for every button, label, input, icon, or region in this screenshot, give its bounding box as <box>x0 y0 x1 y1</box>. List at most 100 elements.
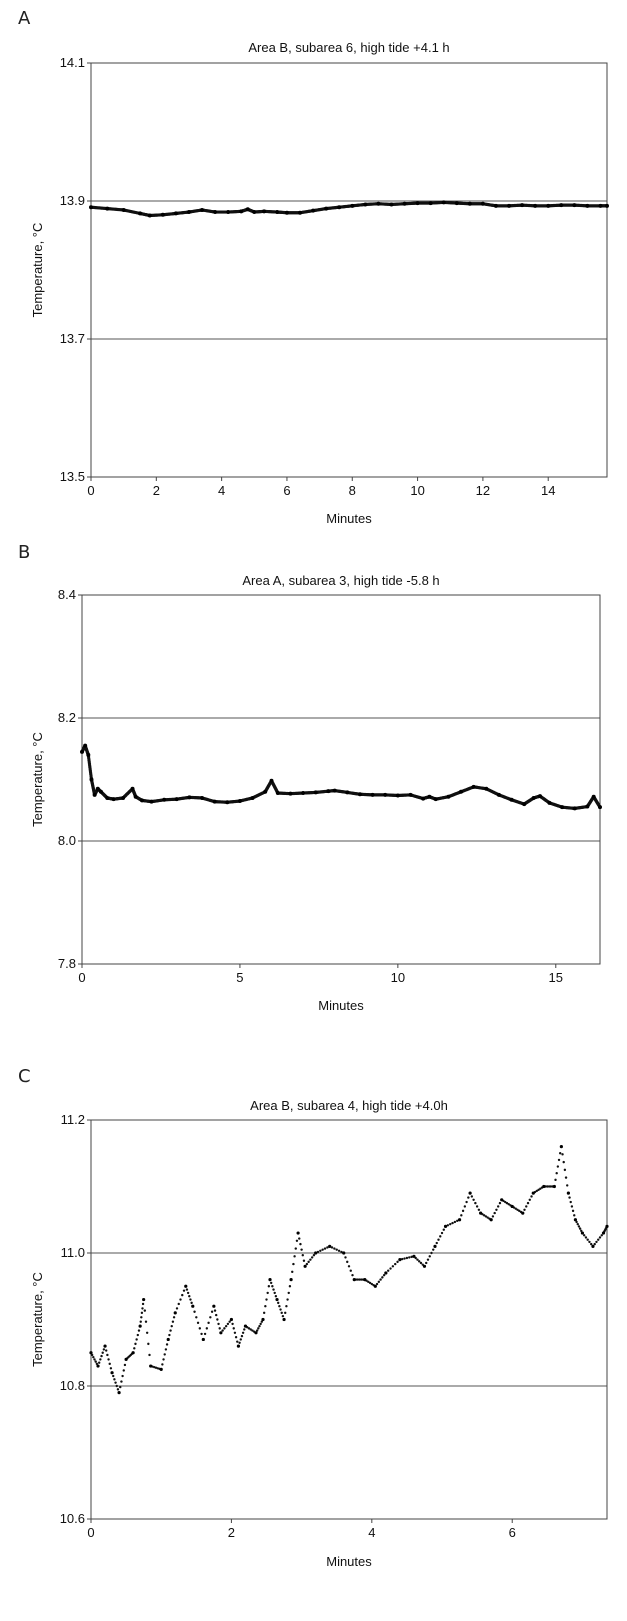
data-point <box>542 1184 546 1189</box>
trace-dot <box>162 1358 165 1361</box>
trace-dot <box>94 1360 97 1363</box>
data-point <box>149 799 154 804</box>
trace-dot <box>278 1305 281 1308</box>
trace-dot <box>108 1362 111 1366</box>
trace-dot <box>236 1340 239 1343</box>
data-point <box>162 797 167 802</box>
trace-dot <box>561 1153 564 1156</box>
data-point <box>117 1391 121 1395</box>
data-point <box>140 798 145 803</box>
data-point <box>566 1191 570 1195</box>
data-point <box>160 212 165 217</box>
trace-dot <box>495 1208 498 1211</box>
y-tick-label: 10.8 <box>60 1378 85 1393</box>
data-point <box>468 1191 472 1195</box>
trace-dot <box>368 1281 372 1285</box>
trace-dot <box>505 1201 509 1205</box>
plot-frame <box>81 594 601 965</box>
trace-dot <box>300 1248 303 1251</box>
data-point <box>245 207 250 212</box>
trace-dot <box>410 1255 413 1259</box>
data-point <box>415 201 420 206</box>
data-point <box>226 210 231 215</box>
data-point <box>598 203 603 208</box>
trace-dot <box>518 1209 521 1213</box>
trace-dot <box>484 1215 488 1218</box>
data-point <box>345 790 350 795</box>
trace-dot <box>294 1247 297 1250</box>
trace-dot <box>106 1353 109 1357</box>
trace-dot <box>164 1348 168 1351</box>
trace-dot <box>330 1246 334 1249</box>
data-point <box>130 786 135 791</box>
plot-frame <box>90 62 608 478</box>
data-point <box>311 208 316 213</box>
data-point <box>184 1284 188 1288</box>
trace-dot <box>595 1240 598 1244</box>
data-point <box>433 797 438 802</box>
data-point <box>601 1231 606 1235</box>
trace-dot <box>168 1333 171 1337</box>
data-point <box>500 1198 504 1202</box>
trace-dot <box>305 1262 309 1266</box>
trace-dot <box>186 1291 190 1295</box>
y-tick-label: 11.0 <box>61 1245 85 1260</box>
trace-dot <box>172 1316 176 1319</box>
data-point <box>454 201 459 206</box>
trace-dot <box>196 1321 200 1325</box>
trace-dot <box>232 1327 235 1330</box>
data-point <box>591 1244 595 1248</box>
data-point <box>121 795 126 800</box>
data-point <box>236 1344 241 1348</box>
trace-dot <box>309 1258 312 1261</box>
trace-dot <box>428 1255 431 1258</box>
trace-dot <box>367 1280 370 1284</box>
trace-dot <box>335 1248 338 1251</box>
trace-dot <box>584 1236 588 1239</box>
data-point <box>191 1304 195 1308</box>
data-point <box>92 792 97 797</box>
data-point <box>363 202 368 207</box>
y-axis-label: Temperature, °C <box>30 732 45 827</box>
data-point <box>352 1278 356 1282</box>
data-point <box>384 1271 388 1275</box>
trace-dot <box>301 1254 304 1257</box>
trace-dot <box>231 1322 234 1326</box>
trace-dot <box>280 1311 283 1315</box>
x-axis-label: Minutes <box>318 998 364 1013</box>
data-point <box>149 1364 153 1368</box>
chart-title: Area B, subarea 4, high tide +4.0h <box>250 1098 448 1113</box>
trace-dot <box>408 1256 411 1259</box>
data-point <box>219 1331 223 1335</box>
series-0 <box>80 743 602 811</box>
data-point <box>598 805 602 810</box>
trace-dot <box>333 1247 336 1250</box>
trace-dot <box>356 1278 359 1281</box>
trace-dot <box>451 1221 454 1225</box>
trace-dot <box>396 1260 399 1264</box>
trace-dot <box>165 1343 169 1346</box>
data-point <box>389 202 394 207</box>
trace-dot <box>136 1333 140 1337</box>
data-point <box>275 791 280 796</box>
data-point <box>328 1244 332 1248</box>
trace-dot <box>121 1374 124 1378</box>
trace-dot <box>426 1258 430 1261</box>
trace-dot <box>430 1251 433 1255</box>
data-point <box>479 1211 483 1215</box>
trace-dot <box>169 1329 172 1332</box>
trace-dot <box>370 1282 374 1286</box>
trace-dot <box>344 1256 347 1259</box>
trace-dot <box>493 1211 496 1215</box>
data-point <box>537 794 542 799</box>
trace-dot <box>241 1331 245 1335</box>
trace-dot <box>255 1329 259 1332</box>
trace-dot <box>337 1249 341 1252</box>
trace-dot <box>207 1321 210 1325</box>
data-point <box>173 211 178 216</box>
data-point <box>105 795 110 800</box>
trace-dot <box>389 1267 392 1270</box>
trace-dot <box>264 1305 267 1308</box>
series-0 <box>89 200 609 218</box>
trace-dot <box>556 1165 560 1168</box>
